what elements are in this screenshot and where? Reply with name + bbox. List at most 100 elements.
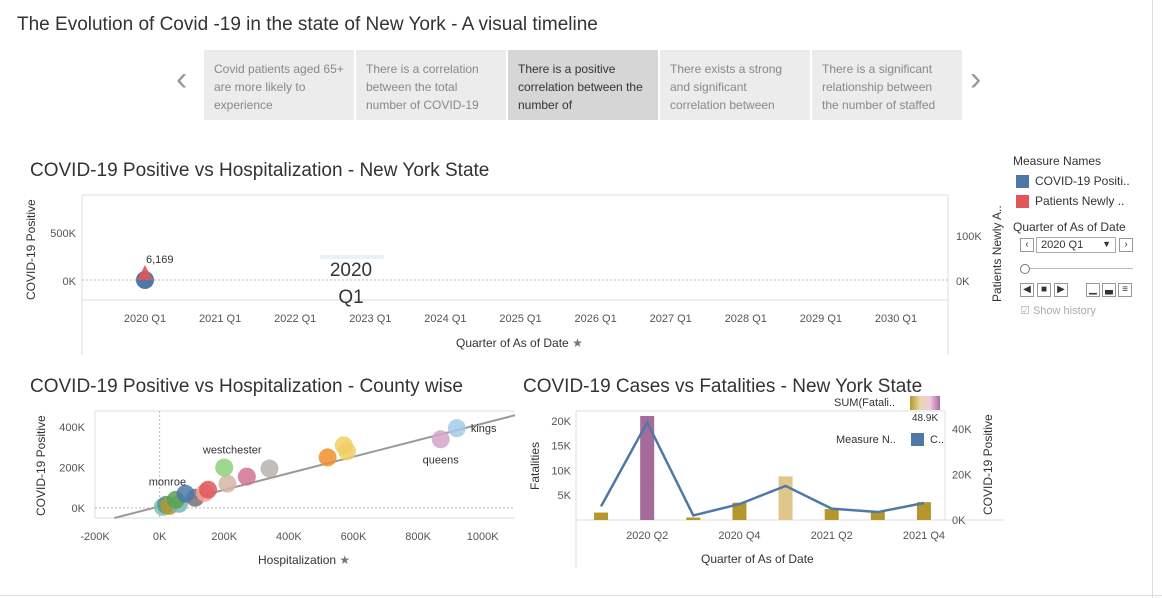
quarter-prev-button[interactable]: ‹ [1020, 238, 1034, 252]
chart3-x-tick: 2021 Q2 [811, 530, 853, 542]
legend-item-hospital[interactable]: Patients Newly .. [1016, 194, 1124, 208]
chart3-title: COVID-19 Cases vs Fatalities - New York … [523, 376, 923, 397]
chart2-x-tick: 400K [276, 531, 302, 543]
chart2-point-label: monroe [149, 477, 186, 489]
chart3-right-tick: 0K [952, 515, 966, 527]
story-point-3[interactable]: There is a positive correlation between … [508, 50, 658, 120]
chart3-bar[interactable] [640, 415, 655, 520]
show-history-checkbox[interactable]: ☑ Show history [1020, 304, 1096, 317]
stop-button[interactable]: ■ [1037, 283, 1051, 297]
chart2-x-tick: 0K [153, 531, 167, 543]
chart1-xlabel-text: Quarter of As of Date [456, 336, 569, 350]
legend-item-positive[interactable]: COVID-19 Positi.. [1016, 174, 1130, 188]
chart1-left-tick: 500K [50, 228, 76, 240]
chart1-ylabel-right: Patients Newly A.. [990, 205, 1004, 302]
story-point-text: There is a significant relationship betw… [822, 62, 936, 112]
scrollbar-track[interactable] [1152, 0, 1153, 598]
chart2-x-tick: -200K [80, 531, 110, 543]
legend-swatch [1016, 194, 1029, 208]
chart1-svg[interactable]: 500K 0K 100K 0K 2020 Q1 2021 Q1 2022 Q1 202… [20, 190, 1010, 360]
chart3-svg[interactable]: 20K 15K 10K 5K 40K 20K 0K 2020 Q2 2020 Q4 2021 Q2… [520, 408, 1005, 568]
chart2-point[interactable] [334, 436, 353, 455]
chart3-xlabel: Quarter of As of Date [701, 552, 814, 566]
chart2-x-tick: 800K [405, 531, 431, 543]
caret-down-icon: ▼ [1102, 239, 1111, 249]
chart1-x-tick: 2025 Q1 [499, 313, 541, 325]
play-button[interactable]: ▶ [1054, 283, 1068, 297]
chart1-mark-hospital[interactable] [137, 265, 153, 280]
chart2-title: COVID-19 Positive vs Hospitalization - C… [30, 376, 463, 397]
timeline-slider-track[interactable] [1030, 268, 1133, 269]
chart3-bar[interactable] [778, 476, 793, 520]
play-back-button[interactable]: ◀ [1020, 283, 1034, 297]
story-point-5[interactable]: There is a significant relationship betw… [812, 50, 962, 120]
chart1-x-tick: 2023 Q1 [349, 313, 391, 325]
chart3-x-tick: 2020 Q4 [718, 530, 760, 542]
chevron-left-icon: ‹ [1025, 239, 1029, 250]
chart3-left-tick: 15K [551, 441, 571, 453]
chart2-point[interactable] [218, 474, 237, 493]
chart2-point[interactable] [199, 480, 218, 499]
chart3-bar[interactable] [824, 509, 839, 520]
chart2-point[interactable] [237, 467, 256, 486]
show-history-label: Show history [1032, 305, 1096, 317]
next-story-point-button[interactable]: › [970, 62, 981, 96]
pin-icon: ★ [572, 336, 583, 350]
chart2-y-tick: 0K [72, 503, 86, 515]
quarter-filter-title: Quarter of As of Date [1013, 220, 1126, 234]
speed-medium-icon: ▃ [1105, 284, 1113, 295]
pin-icon: ★ [339, 553, 351, 567]
chart2-point[interactable] [176, 484, 195, 503]
story-point-2[interactable]: There is a correlation between the total… [356, 50, 506, 120]
chart3-bar[interactable] [870, 511, 885, 520]
chart1-right-tick: 100K [956, 231, 982, 243]
story-point-text: There is a positive correlation between … [518, 62, 643, 112]
chart2-xlabel-text: Hospitalization [258, 553, 337, 567]
play-icon: ▶ [1057, 284, 1065, 295]
quarter-select[interactable]: 2020 Q1 ▼ [1036, 237, 1116, 253]
chart3-bar[interactable] [732, 502, 747, 520]
chart2-point[interactable] [431, 430, 450, 449]
chart3-legend-item[interactable]: C.. [911, 433, 944, 446]
chart3-ylabel-left: Fatalities [528, 441, 542, 490]
story-point-4[interactable]: There exists a strong and significant co… [660, 50, 810, 120]
chart2-point[interactable] [318, 448, 337, 467]
chevron-right-icon: › [1124, 239, 1128, 250]
chart2-point-label: queens [423, 454, 460, 466]
chart2-point[interactable] [215, 458, 234, 477]
chart3-legend-item-label: C.. [930, 433, 945, 446]
chart3-bar[interactable] [916, 502, 931, 520]
chart3-bar[interactable] [594, 512, 609, 520]
prev-story-point-button[interactable]: ‹ [176, 62, 187, 96]
speed-slow-button[interactable]: ▁ [1086, 283, 1100, 297]
chart2-point[interactable] [260, 459, 279, 478]
chart3-bar[interactable] [686, 517, 701, 520]
legend-label: Patients Newly .. [1035, 194, 1125, 208]
chart2-point-label: kings [471, 423, 497, 435]
speed-medium-button[interactable]: ▃ [1102, 283, 1116, 297]
legend-swatch [911, 433, 924, 446]
story-point-1[interactable]: Covid patients aged 65+ are more likely … [204, 50, 354, 120]
chart2-point[interactable] [447, 419, 466, 438]
speed-fast-button[interactable]: ≡ [1118, 283, 1132, 297]
chart1-right-tick: 0K [956, 276, 970, 288]
chart1-title: COVID-19 Positive vs Hospitalization - N… [30, 160, 490, 181]
chart2-x-tick: 600K [341, 531, 367, 543]
chart3-legend-measure: Measure N.. [836, 434, 896, 446]
chart3-positive-line[interactable] [599, 419, 925, 517]
chart1-x-tick: 2029 Q1 [800, 313, 842, 325]
chevron-right-icon: › [970, 60, 982, 98]
chart1-x-tick: 2026 Q1 [574, 313, 616, 325]
legend-swatch [1016, 174, 1029, 188]
chart1-ylabel-left: COVID-19 Positive [24, 199, 38, 300]
chart2-y-tick: 400K [59, 422, 85, 434]
bottom-divider [0, 595, 1162, 596]
chart3-x-tick: 2021 Q4 [903, 530, 945, 542]
chart3-legend-sum-value: 48.9K [912, 413, 939, 424]
chart1-x-tick: 2027 Q1 [650, 313, 692, 325]
chart1-x-tick: 2028 Q1 [725, 313, 767, 325]
chart3-legend-sum: SUM(Fatali.. [834, 397, 896, 409]
quarter-next-button[interactable]: › [1119, 238, 1133, 252]
timeline-slider-handle[interactable] [1020, 264, 1030, 274]
